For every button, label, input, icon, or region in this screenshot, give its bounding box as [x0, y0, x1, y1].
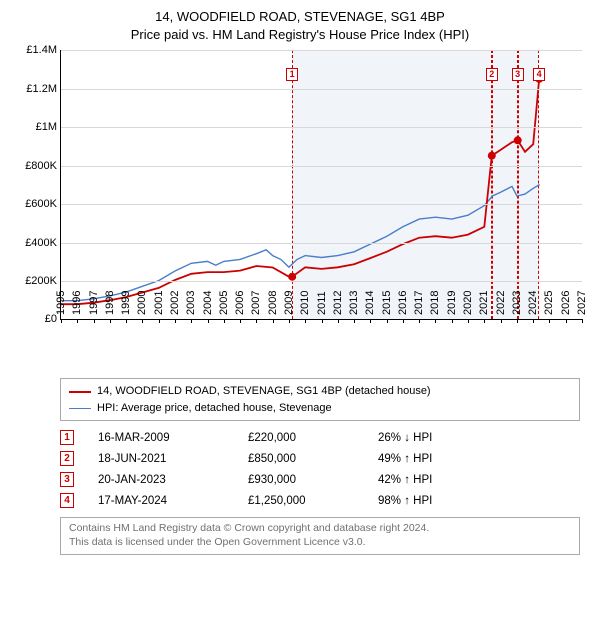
- x-axis-label: 2024: [527, 291, 539, 319]
- x-axis-label: 2018: [429, 291, 441, 319]
- x-axis-label: 2009: [283, 291, 295, 319]
- legend-swatch: [69, 408, 91, 409]
- x-axis-label: 2004: [202, 291, 214, 319]
- x-axis-label: 1998: [104, 291, 116, 319]
- x-axis-label: 2007: [250, 291, 262, 319]
- legend-item: HPI: Average price, detached house, Stev…: [69, 400, 571, 417]
- y-axis-label: £1M: [36, 121, 61, 133]
- legend-item: 14, WOODFIELD ROAD, STEVENAGE, SG1 4BP (…: [69, 383, 571, 400]
- chart: £0£200K£400K£600K£800K£1M£1.2M£1.4M19951…: [12, 50, 588, 370]
- sale-point: [514, 137, 522, 145]
- plot-area: £0£200K£400K£600K£800K£1M£1.2M£1.4M19951…: [60, 50, 582, 320]
- sale-point: [288, 273, 296, 281]
- x-axis-label: 2023: [511, 291, 523, 319]
- x-axis-label: 2026: [560, 291, 572, 319]
- x-axis-label: 2020: [462, 291, 474, 319]
- title-line-1: 14, WOODFIELD ROAD, STEVENAGE, SG1 4BP: [12, 8, 588, 26]
- x-axis-label: 2027: [576, 291, 588, 319]
- transaction-number: 3: [60, 472, 74, 487]
- legend-label: 14, WOODFIELD ROAD, STEVENAGE, SG1 4BP (…: [97, 383, 431, 400]
- transaction-date: 16-MAR-2009: [98, 432, 248, 444]
- x-axis-label: 2003: [185, 291, 197, 319]
- y-axis-label: £1.2M: [26, 83, 61, 95]
- transaction-number: 1: [60, 430, 74, 445]
- transaction-number: 4: [60, 493, 74, 508]
- x-axis-label: 2017: [413, 291, 425, 319]
- attribution: Contains HM Land Registry data © Crown c…: [60, 517, 580, 554]
- sale-marker: 3: [512, 68, 524, 81]
- x-axis-label: 1999: [120, 291, 132, 319]
- x-axis-label: 2022: [495, 291, 507, 319]
- sale-marker: 2: [486, 68, 498, 81]
- x-axis-label: 1997: [88, 291, 100, 319]
- transaction-price: £220,000: [248, 432, 378, 444]
- attribution-line-1: Contains HM Land Registry data © Crown c…: [69, 522, 571, 536]
- transaction-pct: 49% ↑ HPI: [378, 453, 458, 465]
- transaction-row: 2 18-JUN-2021£850,00049% ↑ HPI: [60, 448, 580, 469]
- y-axis-label: £800K: [25, 160, 61, 172]
- x-axis-label: 2006: [234, 291, 246, 319]
- x-axis-label: 2013: [348, 291, 360, 319]
- x-axis-label: 1995: [55, 291, 67, 319]
- transaction-price: £1,250,000: [248, 495, 378, 507]
- series-line: [61, 79, 539, 304]
- transaction-pct: 42% ↑ HPI: [378, 474, 458, 486]
- x-axis-label: 1996: [71, 291, 83, 319]
- y-axis-label: £1.4M: [26, 44, 61, 56]
- x-axis-label: 2011: [316, 292, 328, 320]
- legend-label: HPI: Average price, detached house, Stev…: [97, 400, 332, 417]
- legend: 14, WOODFIELD ROAD, STEVENAGE, SG1 4BP (…: [60, 378, 580, 421]
- sale-marker: 4: [533, 68, 545, 81]
- transaction-price: £850,000: [248, 453, 378, 465]
- x-axis-label: 2019: [446, 291, 458, 319]
- transaction-row: 1 16-MAR-2009£220,00026% ↓ HPI: [60, 427, 580, 448]
- legend-swatch: [69, 391, 91, 393]
- transaction-date: 17-MAY-2024: [98, 495, 248, 507]
- x-axis-label: 2015: [381, 291, 393, 319]
- x-axis-label: 2025: [543, 291, 555, 319]
- transaction-pct: 26% ↓ HPI: [378, 432, 458, 444]
- x-axis-label: 2002: [169, 291, 181, 319]
- transaction-row: 4 17-MAY-2024£1,250,00098% ↑ HPI: [60, 490, 580, 511]
- attribution-line-2: This data is licensed under the Open Gov…: [69, 536, 571, 550]
- title-line-2: Price paid vs. HM Land Registry's House …: [12, 26, 588, 44]
- y-axis-label: £400K: [25, 237, 61, 249]
- transaction-date: 20-JAN-2023: [98, 474, 248, 486]
- sale-marker: 1: [286, 68, 298, 81]
- title-block: 14, WOODFIELD ROAD, STEVENAGE, SG1 4BP P…: [12, 8, 588, 44]
- transaction-row: 3 20-JAN-2023£930,00042% ↑ HPI: [60, 469, 580, 490]
- sale-point: [488, 152, 496, 160]
- x-axis-label: 2016: [397, 291, 409, 319]
- x-axis-label: 2021: [478, 291, 490, 319]
- transactions-table: 1 16-MAR-2009£220,00026% ↓ HPI 2 18-JUN-202…: [60, 427, 580, 511]
- x-axis-label: 2014: [364, 291, 376, 319]
- chart-lines: [61, 50, 582, 319]
- x-axis-label: 2010: [299, 291, 311, 319]
- transaction-date: 18-JUN-2021: [98, 453, 248, 465]
- x-axis-label: 2005: [218, 291, 230, 319]
- x-axis-label: 2012: [332, 291, 344, 319]
- y-axis-label: £200K: [25, 275, 61, 287]
- x-axis-label: 2008: [267, 291, 279, 319]
- transaction-price: £930,000: [248, 474, 378, 486]
- y-axis-label: £600K: [25, 198, 61, 210]
- chart-container: 14, WOODFIELD ROAD, STEVENAGE, SG1 4BP P…: [0, 0, 600, 563]
- transaction-pct: 98% ↑ HPI: [378, 495, 458, 507]
- x-axis-label: 2001: [153, 291, 165, 319]
- transaction-number: 2: [60, 451, 74, 466]
- x-axis-label: 2000: [136, 291, 148, 319]
